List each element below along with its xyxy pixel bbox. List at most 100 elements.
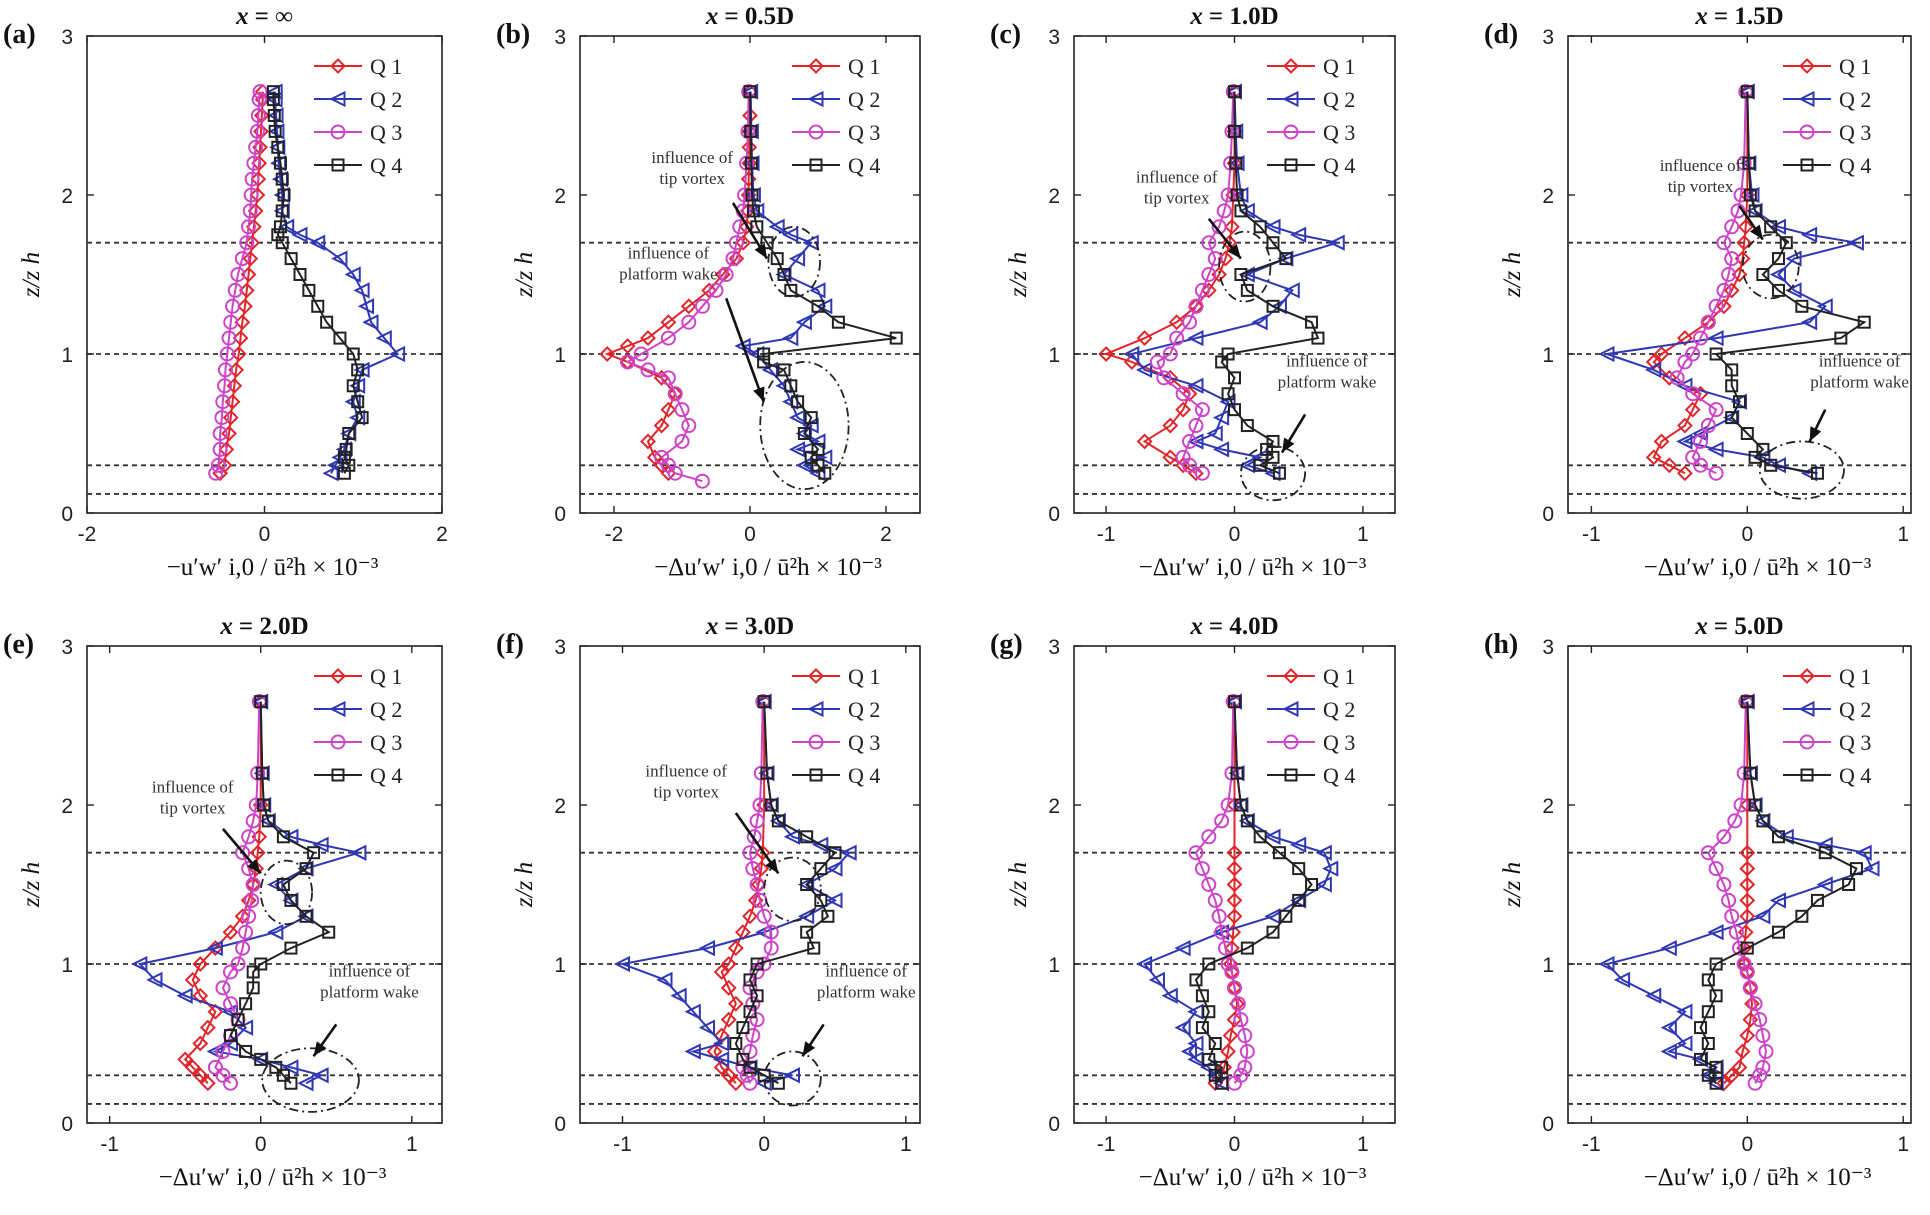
highlight-ellipse <box>259 859 313 926</box>
data-point <box>273 156 287 170</box>
x-axis-label: −Δu′w′ i,0 / ū²h × 10⁻³ <box>159 1164 387 1191</box>
y-tick-label: 1 <box>1048 954 1060 977</box>
data-point <box>239 997 253 1011</box>
data-point <box>1724 219 1740 235</box>
legend-marker <box>809 158 823 172</box>
series-q4 <box>266 85 369 480</box>
data-point <box>273 220 287 234</box>
title-variable: x <box>1694 613 1708 640</box>
annotation-text: influence of <box>825 962 907 981</box>
series-line <box>1194 701 1313 1084</box>
y-tick-label: 0 <box>61 503 73 526</box>
data-point <box>1194 402 1210 418</box>
data-point <box>1283 282 1300 299</box>
data-point <box>277 188 291 202</box>
data-point <box>1709 989 1723 1003</box>
data-point <box>1709 957 1723 971</box>
y-tick-label: 0 <box>61 1113 73 1136</box>
data-point <box>1739 860 1756 877</box>
data-point <box>743 1060 757 1074</box>
data-point <box>1721 892 1737 908</box>
data-point <box>184 971 201 988</box>
data-point <box>1218 940 1234 956</box>
y-axis-label: z/z h <box>511 862 538 908</box>
data-point <box>249 123 265 139</box>
data-point <box>1233 1012 1249 1028</box>
data-point <box>250 171 267 188</box>
data-point <box>1322 860 1339 877</box>
data-point <box>1739 892 1756 909</box>
data-point <box>275 236 289 250</box>
data-point <box>1785 282 1802 299</box>
series-q3 <box>208 84 268 481</box>
data-point <box>238 924 254 940</box>
data-point <box>249 844 266 861</box>
data-point <box>750 220 764 234</box>
panel-title: x = 0.5D <box>705 3 794 30</box>
data-point <box>215 394 231 410</box>
arrow-head <box>247 858 261 874</box>
panel-label: (c) <box>990 19 1021 50</box>
legend-label: Q 1 <box>1323 54 1355 79</box>
arrow-head <box>1809 426 1822 442</box>
series-line <box>1103 91 1236 475</box>
data-point <box>1216 203 1232 219</box>
data-point <box>1758 1043 1774 1059</box>
y-tick-label: 2 <box>1048 795 1060 818</box>
data-point <box>1676 377 1693 394</box>
data-point <box>1756 442 1770 456</box>
y-tick-label: 3 <box>554 636 566 659</box>
data-point <box>1771 830 1785 844</box>
data-point <box>1724 908 1740 924</box>
x-tick-label: 0 <box>255 1133 267 1156</box>
x-tick-label: 0 <box>744 523 756 546</box>
x-tick-label: -1 <box>1097 523 1116 546</box>
annotation-text: platform wake <box>320 983 419 1002</box>
data-point <box>1685 386 1701 402</box>
data-point <box>192 956 209 972</box>
data-point <box>184 1059 201 1076</box>
legend: Q 1 Q 2 Q 3 Q 4 <box>792 664 880 788</box>
y-tick-label: 3 <box>1542 636 1554 659</box>
y-tick-label: 2 <box>61 185 73 208</box>
data-point <box>1194 861 1210 877</box>
data-point <box>1847 234 1864 251</box>
x-tick-label: 0 <box>1741 1133 1753 1156</box>
data-point <box>1266 925 1280 939</box>
data-point <box>217 362 233 378</box>
data-point <box>712 1051 730 1068</box>
legend-marker <box>1799 668 1815 684</box>
data-point <box>212 441 228 457</box>
data-point <box>1842 878 1856 891</box>
annotation: influence of tip vortex <box>651 148 821 298</box>
data-point <box>1733 187 1749 203</box>
data-point <box>320 315 334 329</box>
data-point <box>241 829 257 845</box>
data-point <box>307 846 321 860</box>
data-point <box>1723 282 1740 299</box>
data-point <box>1740 695 1754 709</box>
data-point <box>244 171 260 187</box>
data-point <box>252 84 268 100</box>
data-point <box>362 314 379 331</box>
legend-marker <box>1283 124 1299 140</box>
data-point <box>821 909 835 923</box>
arrow-head <box>1749 224 1763 240</box>
data-point <box>1715 1075 1732 1092</box>
data-point <box>1742 1011 1759 1028</box>
annotation: influence of platform wake <box>261 962 419 1113</box>
legend: Q 1 Q 2 Q 3 Q 4 <box>314 54 402 178</box>
data-point <box>804 411 818 425</box>
data-point <box>667 386 683 402</box>
data-point <box>284 1076 298 1090</box>
data-point <box>1202 1052 1216 1066</box>
data-point <box>312 836 329 853</box>
data-point <box>804 450 818 464</box>
data-point <box>745 188 759 202</box>
series-q4 <box>1215 85 1325 480</box>
data-point <box>1221 347 1235 361</box>
data-point <box>1785 250 1802 267</box>
data-point <box>302 283 316 297</box>
x-tick-label: 1 <box>1357 523 1369 546</box>
y-axis-label: z/z h <box>18 252 45 298</box>
